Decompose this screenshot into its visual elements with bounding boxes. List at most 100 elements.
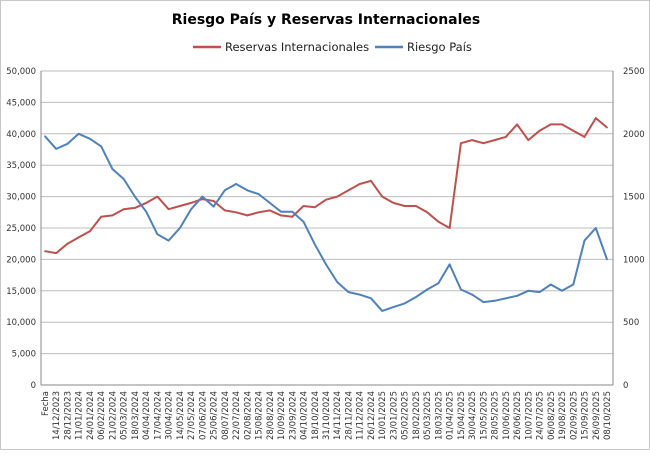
chart-title: Riesgo País y Reservas Internacionales xyxy=(172,12,481,28)
data-point-reservas xyxy=(89,230,91,233)
x-tick-label: 07/06/2024 xyxy=(198,391,208,440)
x-tick-label: 01/04/2025 xyxy=(446,391,456,440)
data-point-riesgo-pais xyxy=(426,288,429,291)
data-point-riesgo-pais xyxy=(122,178,125,180)
data-point-reservas xyxy=(122,208,125,211)
data-point-reservas xyxy=(482,142,485,145)
x-tick-label: 14/05/2024 xyxy=(176,391,186,440)
data-point-reservas xyxy=(246,214,249,217)
x-tick-label: Fecha xyxy=(41,391,51,416)
x-tick-label: 06/02/2024 xyxy=(97,391,107,440)
data-point-reservas xyxy=(66,242,69,245)
data-point-riesgo-pais xyxy=(246,189,249,192)
series-line-riesgo-pais xyxy=(44,132,608,312)
y-right-tick-label: 2500 xyxy=(623,67,645,77)
data-point-reservas xyxy=(437,220,440,223)
data-point-reservas xyxy=(392,201,395,204)
data-point-riesgo-pais xyxy=(44,135,46,138)
x-tick-label: 28/11/2024 xyxy=(344,391,354,440)
data-point-riesgo-pais xyxy=(471,293,474,296)
data-point-riesgo-pais xyxy=(235,183,237,185)
data-point-riesgo-pais xyxy=(516,294,518,297)
data-point-riesgo-pais xyxy=(403,302,406,305)
data-point-riesgo-pais xyxy=(347,291,350,293)
x-tick-label: 17/04/2024 xyxy=(153,391,163,440)
y-right-tick-label: 2000 xyxy=(623,130,645,140)
y-left-tick-label: 40,000 xyxy=(6,130,36,140)
x-tick-label: 10/09/2024 xyxy=(277,391,287,440)
data-point-riesgo-pais xyxy=(538,291,541,293)
x-tick-label: 23/09/2024 xyxy=(288,391,298,440)
x-tick-label: 22/07/2024 xyxy=(232,391,242,440)
x-tick-label: 14/12/2023 xyxy=(52,391,62,440)
data-point-riesgo-pais xyxy=(145,210,148,213)
data-point-riesgo-pais xyxy=(482,301,485,304)
x-tick-label: 02/09/2025 xyxy=(569,391,579,440)
data-point-reservas xyxy=(471,139,474,141)
data-point-reservas xyxy=(448,227,451,229)
data-point-reservas xyxy=(347,189,350,192)
x-tick-label: 08/07/2024 xyxy=(221,391,231,440)
x-tick-label: 25/06/2024 xyxy=(210,391,220,440)
x-tick-label: 10/01/2025 xyxy=(378,391,388,440)
data-point-reservas xyxy=(527,139,530,141)
data-point-reservas xyxy=(516,123,518,126)
data-point-riesgo-pais xyxy=(223,189,226,192)
y-left-tick-label: 30,000 xyxy=(6,193,36,203)
data-point-reservas xyxy=(504,136,507,138)
data-point-riesgo-pais xyxy=(336,281,339,283)
legend-label-riesgo: Riesgo País xyxy=(407,40,472,54)
data-point-reservas xyxy=(549,123,552,126)
data-point-reservas xyxy=(426,211,429,214)
x-tick-label: 28/05/2025 xyxy=(491,391,501,440)
data-point-riesgo-pais xyxy=(459,288,462,291)
series-line-reservas xyxy=(44,117,608,255)
y-right-tick-label: 0 xyxy=(623,381,628,391)
x-tick-label: 23/01/2025 xyxy=(389,391,399,440)
x-tick-label: 11/12/2024 xyxy=(356,391,366,440)
x-tick-label: 05/02/2025 xyxy=(401,391,411,440)
y-left-tick-label: 0 xyxy=(31,381,36,391)
data-point-riesgo-pais xyxy=(325,263,327,266)
x-tick-label: 15/08/2024 xyxy=(255,391,265,440)
x-tick-label: 02/08/2024 xyxy=(243,391,253,440)
data-point-reservas xyxy=(561,123,563,126)
data-point-reservas xyxy=(403,205,406,207)
x-tick-label: 24/07/2025 xyxy=(536,391,546,440)
x-tick-label: 14/11/2024 xyxy=(333,391,343,440)
data-point-riesgo-pais xyxy=(561,289,563,292)
x-tick-label: 26/06/2025 xyxy=(513,391,523,440)
data-point-riesgo-pais xyxy=(358,293,361,296)
data-point-riesgo-pais xyxy=(381,309,384,312)
x-tick-label: 18/03/2025 xyxy=(434,391,444,440)
data-point-riesgo-pais xyxy=(415,296,417,298)
data-point-riesgo-pais xyxy=(493,299,496,302)
x-tick-label: 08/10/2025 xyxy=(603,391,613,440)
data-point-reservas xyxy=(358,183,361,185)
x-tick-label: 30/04/2024 xyxy=(165,391,175,440)
data-point-reservas xyxy=(257,211,260,214)
x-tick-label: 15/05/2025 xyxy=(479,391,489,440)
data-point-reservas xyxy=(291,215,294,218)
data-point-riesgo-pais xyxy=(201,195,204,198)
data-point-riesgo-pais xyxy=(55,147,58,150)
data-point-reservas xyxy=(583,136,586,138)
x-tick-label: 10/06/2025 xyxy=(502,391,512,440)
x-tick-label: 30/04/2025 xyxy=(468,391,478,440)
x-tick-label: 24/01/2024 xyxy=(86,391,96,440)
data-point-riesgo-pais xyxy=(504,297,507,300)
data-point-reservas xyxy=(111,214,114,217)
data-point-riesgo-pais xyxy=(257,193,260,195)
data-point-reservas xyxy=(370,180,372,182)
y-left-tick-label: 35,000 xyxy=(6,161,36,171)
data-point-riesgo-pais xyxy=(178,227,181,229)
y-left-tick-label: 20,000 xyxy=(6,255,36,265)
y-right-tick-label: 500 xyxy=(623,318,639,328)
data-point-riesgo-pais xyxy=(280,210,282,213)
x-tick-label: 21/02/2024 xyxy=(108,391,118,440)
x-tick-label: 28/08/2024 xyxy=(266,391,276,440)
data-point-riesgo-pais xyxy=(77,132,80,135)
legend-label-reservas: Reservas Internacionales xyxy=(225,40,369,54)
